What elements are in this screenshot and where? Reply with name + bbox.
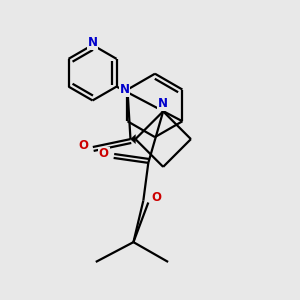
Text: O: O [151, 191, 161, 204]
Text: N: N [158, 97, 168, 110]
Text: N: N [119, 83, 130, 96]
Text: O: O [78, 139, 88, 152]
Polygon shape [130, 135, 135, 144]
Text: O: O [99, 148, 109, 160]
Text: N: N [88, 37, 98, 50]
